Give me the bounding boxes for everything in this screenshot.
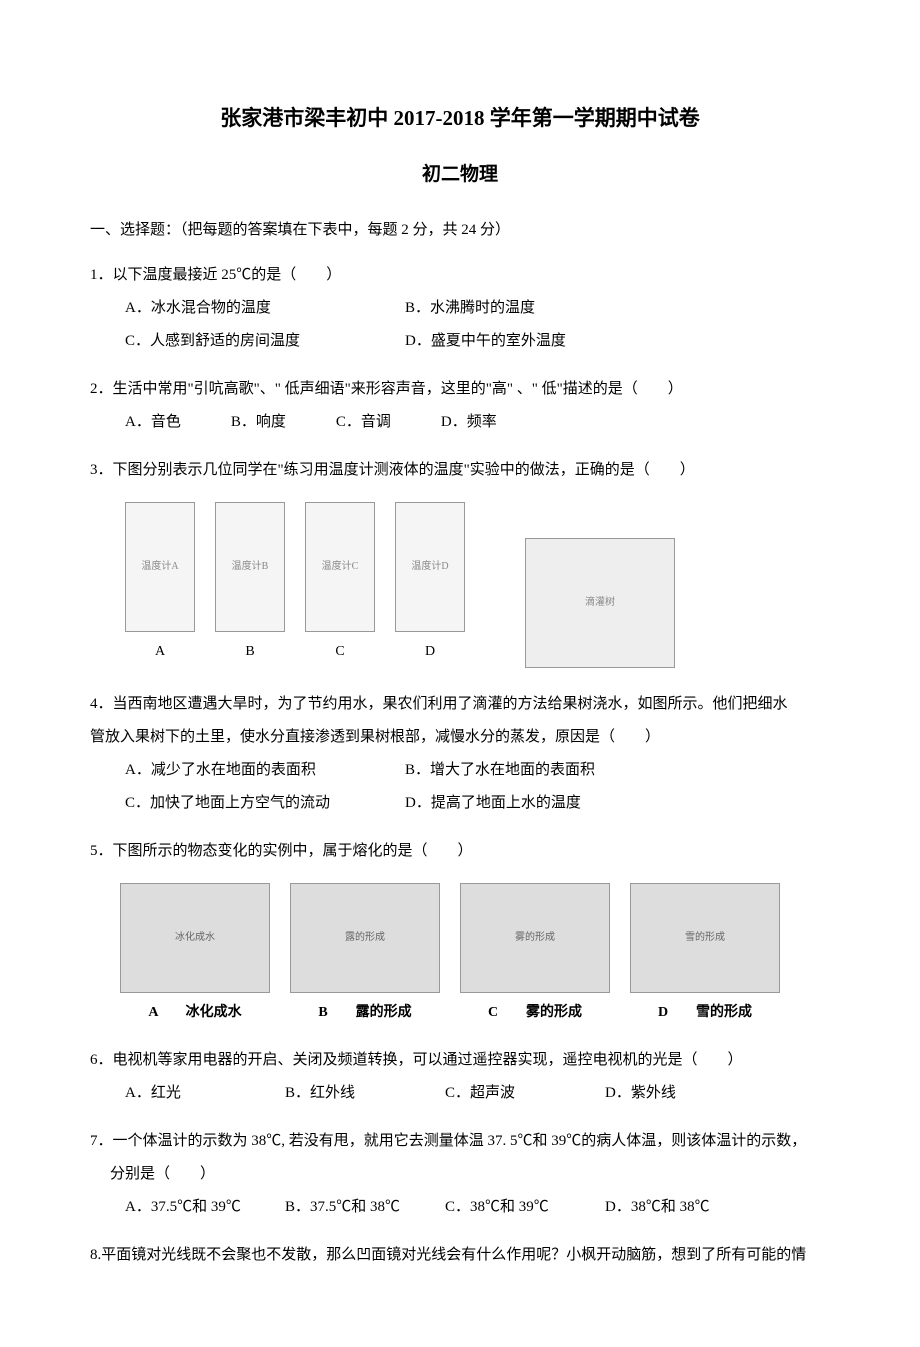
q3-label-a: A bbox=[155, 637, 165, 668]
q3-label-b: B bbox=[245, 637, 254, 668]
exam-subtitle: 初二物理 bbox=[90, 158, 830, 192]
question-7: 7．一个体温计的示数为 38℃, 若没有甩，就用它去测量体温 37. 5℃和 3… bbox=[90, 1125, 830, 1224]
q2-opt-b: B．响度 bbox=[231, 406, 286, 439]
thermometer-figure-b: 温度计B bbox=[215, 502, 285, 632]
q2-opt-d: D．频率 bbox=[441, 406, 497, 439]
q3-label-c: C bbox=[335, 637, 344, 668]
question-8: 8.平面镜对光线既不会聚也不发散，那么凹面镜对光线会有什么作用呢？小枫开动脑筋，… bbox=[90, 1239, 830, 1272]
q7-opt-a: A．37.5℃和 39℃ bbox=[125, 1191, 285, 1224]
q1-opt-b: B．水沸腾时的温度 bbox=[405, 292, 535, 325]
q5-label-a: A 冰化成水 bbox=[120, 998, 270, 1029]
question-5: 5．下图所示的物态变化的实例中，属于熔化的是（ ） 冰化成水 露的形成 雾的形成… bbox=[90, 835, 830, 1029]
q2-text: 2．生活中常用"引吭高歌"、" 低声细语"来形容声音，这里的"高" 、" 低"描… bbox=[90, 373, 830, 406]
q6-opt-b: B．红外线 bbox=[285, 1077, 445, 1110]
q1-opt-a: A．冰水混合物的温度 bbox=[125, 292, 405, 325]
drip-irrigation-figure: 滴灌树 bbox=[525, 538, 675, 668]
q5-text: 5．下图所示的物态变化的实例中，属于熔化的是（ ） bbox=[90, 835, 830, 868]
q7-text-1: 7．一个体温计的示数为 38℃, 若没有甩，就用它去测量体温 37. 5℃和 3… bbox=[90, 1125, 830, 1158]
q5-label-c: C 雾的形成 bbox=[460, 998, 610, 1029]
q4-text-2: 管放入果树下的土里，使水分直接渗透到果树根部，减慢水分的蒸发，原因是（ ） bbox=[90, 721, 830, 754]
q7-opt-d: D．38℃和 38℃ bbox=[605, 1191, 765, 1224]
state-change-photo-d: 雪的形成 bbox=[630, 883, 780, 993]
thermometer-figure-c: 温度计C bbox=[305, 502, 375, 632]
q7-text-2: 分别是（ ） bbox=[90, 1158, 830, 1191]
q4-opt-c: C．加快了地面上方空气的流动 bbox=[125, 787, 405, 820]
q3-text: 3．下图分别表示几位同学在"练习用温度计测液体的温度"实验中的做法，正确的是（ … bbox=[90, 454, 830, 487]
q4-opt-d: D．提高了地面上水的温度 bbox=[405, 787, 581, 820]
thermometer-figure-a: 温度计A bbox=[125, 502, 195, 632]
question-4: 4．当西南地区遭遇大旱时，为了节约用水，果农们利用了滴灌的方法给果树浇水，如图所… bbox=[90, 688, 830, 820]
q6-opt-d: D．紫外线 bbox=[605, 1077, 765, 1110]
q4-text-1: 4．当西南地区遭遇大旱时，为了节约用水，果农们利用了滴灌的方法给果树浇水，如图所… bbox=[90, 688, 830, 721]
exam-title: 张家港市梁丰初中 2017-2018 学年第一学期期中试卷 bbox=[90, 100, 830, 138]
question-6: 6．电视机等家用电器的开启、关闭及频道转换，可以通过遥控器实现，遥控电视机的光是… bbox=[90, 1044, 830, 1110]
q5-label-b: B 露的形成 bbox=[290, 998, 440, 1029]
q1-text: 1．以下温度最接近 25℃的是（ ） bbox=[90, 259, 830, 292]
q8-text: 8.平面镜对光线既不会聚也不发散，那么凹面镜对光线会有什么作用呢？小枫开动脑筋，… bbox=[90, 1239, 830, 1272]
q3-label-d: D bbox=[425, 637, 435, 668]
q2-opt-c: C．音调 bbox=[336, 406, 391, 439]
q5-label-d: D 雪的形成 bbox=[630, 998, 780, 1029]
thermometer-figure-d: 温度计D bbox=[395, 502, 465, 632]
state-change-photo-a: 冰化成水 bbox=[120, 883, 270, 993]
question-3: 3．下图分别表示几位同学在"练习用温度计测液体的温度"实验中的做法，正确的是（ … bbox=[90, 454, 830, 668]
q6-opt-a: A．红光 bbox=[125, 1077, 285, 1110]
q7-opt-c: C．38℃和 39℃ bbox=[445, 1191, 605, 1224]
state-change-photo-c: 雾的形成 bbox=[460, 883, 610, 993]
state-change-photo-b: 露的形成 bbox=[290, 883, 440, 993]
q4-opt-a: A．减少了水在地面的表面积 bbox=[125, 754, 405, 787]
question-2: 2．生活中常用"引吭高歌"、" 低声细语"来形容声音，这里的"高" 、" 低"描… bbox=[90, 373, 830, 439]
section-1-header: 一、选择题：（把每题的答案填在下表中，每题 2 分，共 24 分） bbox=[90, 217, 830, 244]
q1-opt-d: D．盛夏中午的室外温度 bbox=[405, 325, 566, 358]
q6-text: 6．电视机等家用电器的开启、关闭及频道转换，可以通过遥控器实现，遥控电视机的光是… bbox=[90, 1044, 830, 1077]
question-1: 1．以下温度最接近 25℃的是（ ） A．冰水混合物的温度 B．水沸腾时的温度 … bbox=[90, 259, 830, 358]
q1-opt-c: C．人感到舒适的房间温度 bbox=[125, 325, 405, 358]
q6-opt-c: C．超声波 bbox=[445, 1077, 605, 1110]
q7-opt-b: B．37.5℃和 38℃ bbox=[285, 1191, 445, 1224]
q2-opt-a: A．音色 bbox=[125, 406, 181, 439]
q4-opt-b: B．增大了水在地面的表面积 bbox=[405, 754, 595, 787]
